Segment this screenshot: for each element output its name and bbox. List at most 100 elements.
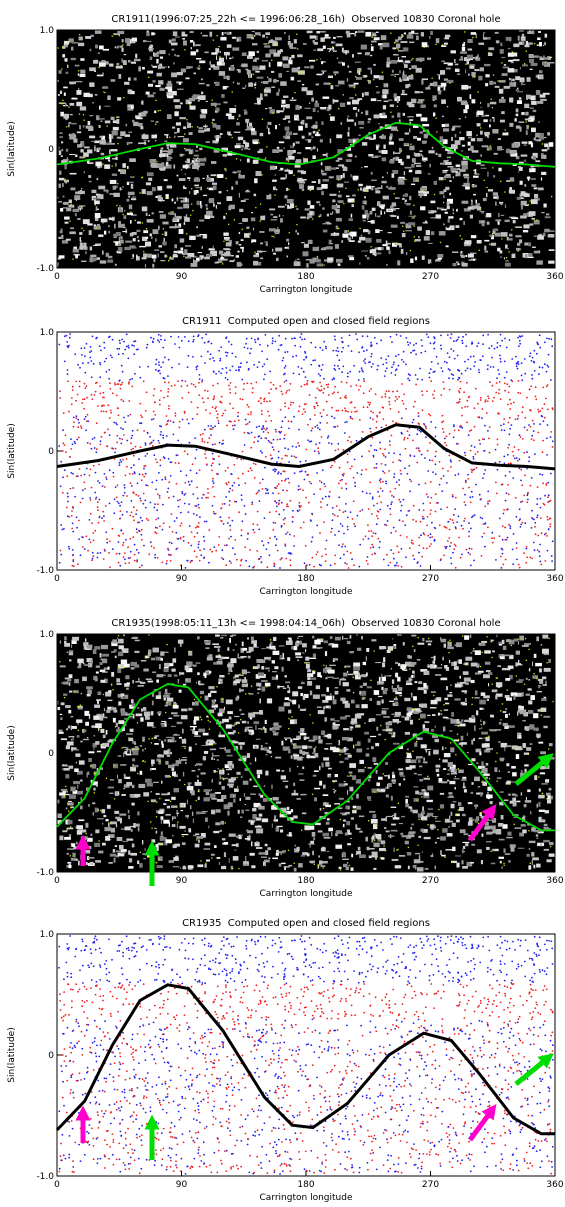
texture [65, 222, 69, 224]
texture [157, 186, 162, 190]
field-dot [118, 348, 120, 350]
texture [336, 209, 340, 214]
texture [472, 206, 478, 209]
texture [237, 251, 239, 253]
field-dot [251, 338, 253, 340]
texture [516, 114, 519, 117]
texture [383, 196, 389, 200]
field-dot [550, 473, 552, 475]
texture [455, 175, 457, 177]
texture [386, 246, 389, 249]
yellow-dot [526, 121, 527, 122]
field-dot [297, 442, 299, 444]
field-dot [369, 428, 371, 430]
field-dot [423, 509, 425, 511]
field-dot [292, 521, 294, 523]
field-dot [290, 564, 292, 566]
field-dot [550, 431, 552, 433]
texture [457, 263, 459, 265]
field-dot [510, 403, 512, 405]
field-dot [418, 552, 420, 554]
field-dot [405, 556, 407, 558]
field-dot [426, 548, 428, 550]
field-dot [369, 404, 371, 406]
field-dot [72, 443, 74, 445]
texture [464, 221, 465, 225]
field-dot [275, 544, 277, 546]
texture [524, 193, 530, 197]
texture [455, 140, 461, 145]
field-dot [426, 391, 428, 393]
texture [440, 163, 444, 165]
field-dot [470, 565, 472, 567]
yellow-dot [533, 218, 534, 219]
texture [336, 259, 343, 263]
yellow-dot [184, 134, 185, 135]
field-dot [530, 385, 532, 387]
field-dot [524, 427, 526, 429]
texture [313, 40, 315, 43]
texture [68, 205, 74, 208]
field-dot [158, 472, 160, 474]
texture [359, 237, 365, 241]
texture [263, 216, 265, 219]
texture [66, 149, 68, 152]
field-dot [132, 536, 134, 538]
field-dot [122, 382, 124, 384]
field-dot [139, 521, 141, 523]
field-dot [430, 368, 432, 370]
texture [80, 149, 83, 152]
texture [311, 126, 315, 128]
field-dot [129, 515, 131, 517]
texture [104, 231, 106, 235]
texture [348, 154, 352, 157]
yellow-dot [373, 79, 374, 80]
texture [517, 100, 522, 104]
field-dot [119, 464, 121, 466]
texture [142, 135, 149, 140]
field-dot [387, 520, 389, 522]
texture [423, 191, 429, 194]
field-dot [551, 338, 553, 340]
field-dot [240, 366, 242, 368]
texture [333, 71, 338, 73]
field-dot [186, 560, 188, 562]
field-dot [235, 392, 237, 394]
texture [190, 163, 193, 165]
texture [57, 262, 58, 266]
texture [331, 85, 334, 89]
texture [516, 126, 521, 129]
field-dot [349, 436, 351, 438]
field-dot [425, 428, 427, 430]
field-dot [552, 446, 554, 448]
field-dot [471, 469, 473, 471]
field-dot [538, 373, 540, 375]
texture [244, 199, 249, 200]
texture [321, 162, 323, 165]
field-dot [250, 447, 252, 449]
field-dot [89, 519, 91, 521]
texture [402, 56, 407, 57]
texture [76, 81, 83, 82]
texture [432, 95, 436, 100]
texture [482, 224, 485, 227]
texture [203, 195, 207, 196]
field-dot [267, 345, 269, 347]
texture [179, 198, 185, 199]
texture [283, 148, 285, 149]
texture [123, 215, 126, 219]
texture [429, 164, 431, 168]
field-dot [458, 473, 460, 475]
yellow-dot [274, 194, 275, 195]
field-dot [71, 515, 73, 517]
texture [511, 62, 514, 64]
field-dot [380, 357, 382, 359]
field-dot [270, 454, 272, 456]
texture [302, 136, 305, 139]
field-dot [96, 422, 98, 424]
texture [116, 63, 119, 66]
texture [256, 68, 260, 71]
field-dot [64, 335, 66, 337]
field-dot [429, 442, 431, 444]
field-dot [482, 343, 484, 345]
